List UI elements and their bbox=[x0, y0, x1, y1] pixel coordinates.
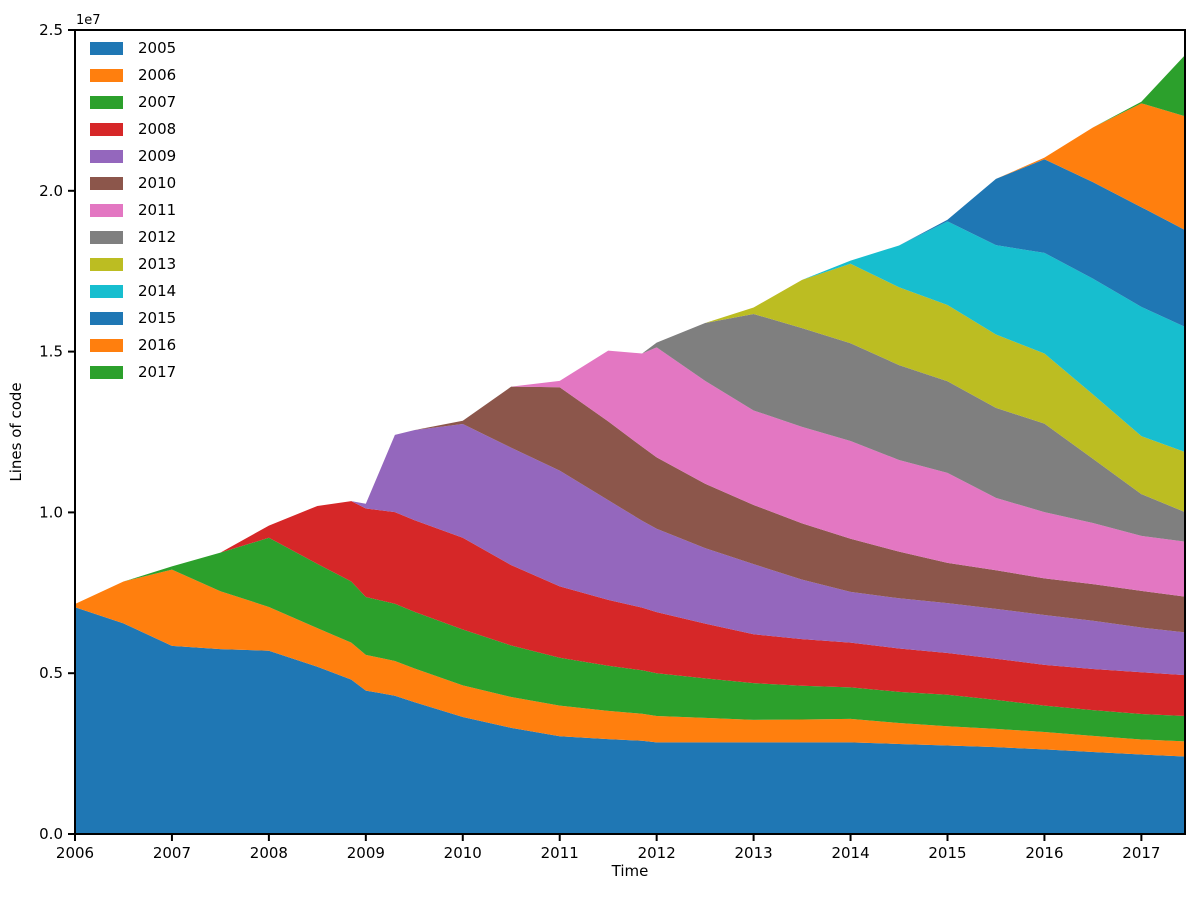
y-tick-label: 2.0 bbox=[39, 182, 63, 200]
legend-entry-2017: 2017 bbox=[90, 363, 177, 381]
x-axis-label: Time bbox=[611, 862, 649, 880]
area-layer-2009 bbox=[75, 423, 1185, 676]
x-tick-label: 2017 bbox=[1122, 844, 1160, 862]
y-tick-label: 0.0 bbox=[39, 825, 63, 843]
legend-swatch-2007 bbox=[90, 95, 123, 109]
x-tick-label: 2012 bbox=[638, 844, 676, 862]
y-tick-label: 2.5 bbox=[39, 21, 63, 39]
area-layer-2005 bbox=[75, 607, 1185, 834]
legend-entry-2013: 2013 bbox=[90, 255, 177, 273]
y-tick-label: 0.5 bbox=[39, 664, 63, 682]
x-tick-label: 2008 bbox=[250, 844, 288, 862]
legend-label: 2005 bbox=[138, 39, 177, 57]
legend-entry-2016: 2016 bbox=[90, 336, 177, 354]
area-layer-2006 bbox=[75, 569, 1185, 757]
legend-label: 2008 bbox=[138, 120, 177, 138]
legend-swatch-2011 bbox=[90, 203, 123, 217]
legend-label: 2012 bbox=[138, 228, 177, 246]
x-tick-label: 2013 bbox=[735, 844, 773, 862]
legend-swatch-2013 bbox=[90, 257, 123, 271]
legend-swatch-2010 bbox=[90, 176, 123, 190]
legend-label: 2013 bbox=[138, 255, 177, 273]
legend-entry-2011: 2011 bbox=[90, 201, 177, 219]
legend-entry-2010: 2010 bbox=[90, 174, 177, 192]
legend-label: 2015 bbox=[138, 309, 177, 327]
legend-label: 2007 bbox=[138, 93, 177, 111]
area-layer-2007 bbox=[75, 537, 1185, 742]
legend-swatch-2006 bbox=[90, 68, 123, 82]
legend-label: 2009 bbox=[138, 147, 177, 165]
y-axis-label: Lines of code bbox=[7, 382, 25, 481]
legend-swatch-2012 bbox=[90, 230, 123, 244]
legend-entry-2012: 2012 bbox=[90, 228, 177, 246]
legend-entry-2007: 2007 bbox=[90, 93, 177, 111]
x-tick-label: 2007 bbox=[153, 844, 191, 862]
legend-entry-2006: 2006 bbox=[90, 66, 177, 84]
legend-entry-2005: 2005 bbox=[90, 39, 177, 57]
area-layer-2016 bbox=[75, 103, 1185, 605]
legend-swatch-2009 bbox=[90, 149, 123, 163]
area-layer-2008 bbox=[75, 501, 1185, 716]
legend-swatch-2016 bbox=[90, 338, 123, 352]
y-axis-offset-label: 1e7 bbox=[76, 13, 101, 28]
x-tick-label: 2009 bbox=[347, 844, 385, 862]
area-layer-2010 bbox=[75, 386, 1185, 633]
x-tick-label: 2011 bbox=[541, 844, 579, 862]
legend-swatch-2015 bbox=[90, 311, 123, 325]
x-tick-label: 2006 bbox=[56, 844, 94, 862]
legend-entry-2009: 2009 bbox=[90, 147, 177, 165]
x-tick-label: 2015 bbox=[928, 844, 966, 862]
x-tick-label: 2010 bbox=[444, 844, 482, 862]
legend-entry-2015: 2015 bbox=[90, 309, 177, 327]
legend-label: 2017 bbox=[138, 363, 177, 381]
y-tick-label: 1.0 bbox=[39, 503, 63, 521]
area-layer-2011 bbox=[75, 347, 1185, 605]
area-layer-2013 bbox=[75, 263, 1185, 605]
area-layers bbox=[75, 55, 1185, 834]
legend-swatch-2017 bbox=[90, 365, 123, 379]
y-tick-label: 1.5 bbox=[39, 343, 63, 361]
legend-entry-2014: 2014 bbox=[90, 282, 177, 300]
legend-label: 2016 bbox=[138, 336, 177, 354]
legend-label: 2006 bbox=[138, 66, 177, 84]
legend-label: 2014 bbox=[138, 282, 177, 300]
axes-spines bbox=[74, 29, 1186, 835]
legend-swatch-2005 bbox=[90, 41, 123, 55]
legend-swatch-2008 bbox=[90, 122, 123, 136]
axis-ticks: 2006 2007 2008 2009 2010 2011 2012 2013 2014 2015… bbox=[39, 21, 1160, 862]
x-tick-label: 2016 bbox=[1025, 844, 1063, 862]
area-layer-2012 bbox=[75, 313, 1185, 605]
legend-entry-2008: 2008 bbox=[90, 120, 177, 138]
legend: 2005 2006 2007 2008 2009 2010 2011 2012 2013 2014… bbox=[90, 39, 177, 381]
legend-label: 2011 bbox=[138, 201, 177, 219]
x-tick-label: 2014 bbox=[831, 844, 869, 862]
legend-swatch-2014 bbox=[90, 284, 123, 298]
area-layer-2015 bbox=[75, 159, 1185, 605]
legend-label: 2010 bbox=[138, 174, 177, 192]
